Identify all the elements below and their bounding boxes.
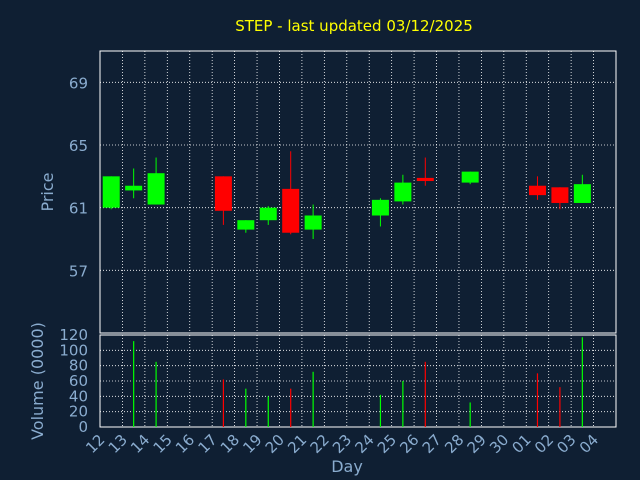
candle-body: [214, 176, 232, 211]
price-panel-frame: [99, 50, 617, 334]
price-panel: 57 61 65 69: [69, 50, 617, 334]
candle-body: [102, 176, 120, 208]
price-tick-label: 57: [69, 262, 88, 280]
price-tick-label: 69: [69, 74, 88, 92]
volume-tick-label: 120: [59, 326, 88, 344]
candle-body: [125, 185, 143, 191]
volume-tick-label: 0: [78, 418, 88, 436]
x-tick-label: 04: [576, 431, 602, 457]
candle-body: [416, 177, 434, 182]
price-tick-label: 61: [69, 200, 88, 218]
candle-body: [371, 199, 389, 216]
candle-body: [461, 171, 479, 183]
x-axis-label: Day: [331, 457, 363, 476]
volume-tick-label: 80: [69, 357, 88, 375]
candle-body: [259, 207, 277, 221]
price-tick-label: 65: [69, 137, 88, 155]
candle-body: [304, 215, 322, 230]
price-axis-label: Price: [38, 172, 57, 211]
candle-body: [551, 187, 569, 203]
volume-tick-label: 100: [59, 341, 88, 359]
candle-body: [237, 220, 255, 230]
volume-tick-label: 60: [69, 372, 88, 390]
candle-body: [282, 188, 300, 233]
volume-tick-label: 40: [69, 387, 88, 405]
chart-title: STEP - last updated 03/12/2025: [235, 17, 473, 35]
candle-body: [528, 185, 546, 196]
candle-body: [573, 184, 591, 203]
volume-axis-label: Volume (0000): [28, 322, 47, 440]
x-axis: 1213141516171819202122232425262728293001…: [82, 431, 602, 457]
candle-body: [147, 173, 165, 205]
candle-body: [394, 182, 412, 202]
volume-tick-label: 20: [69, 403, 88, 421]
